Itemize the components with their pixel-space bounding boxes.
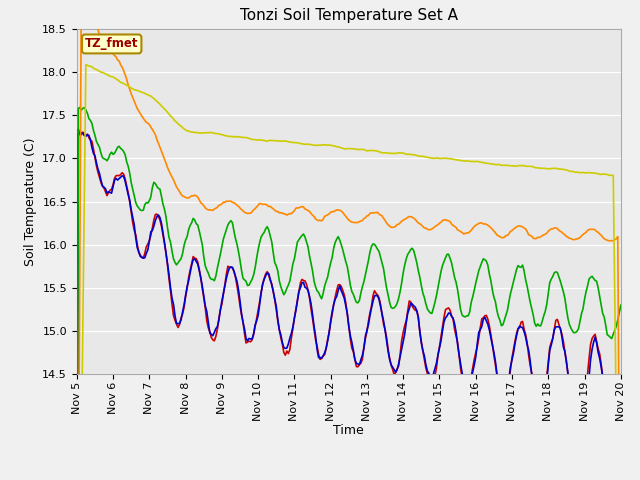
Text: TZ_fmet: TZ_fmet <box>85 37 138 50</box>
Y-axis label: Soil Temperature (C): Soil Temperature (C) <box>24 137 36 266</box>
X-axis label: Time: Time <box>333 424 364 437</box>
Title: Tonzi Soil Temperature Set A: Tonzi Soil Temperature Set A <box>240 9 458 24</box>
Legend: 2cm, 4cm, 8cm, 16cm, 32cm: 2cm, 4cm, 8cm, 16cm, 32cm <box>135 478 563 480</box>
